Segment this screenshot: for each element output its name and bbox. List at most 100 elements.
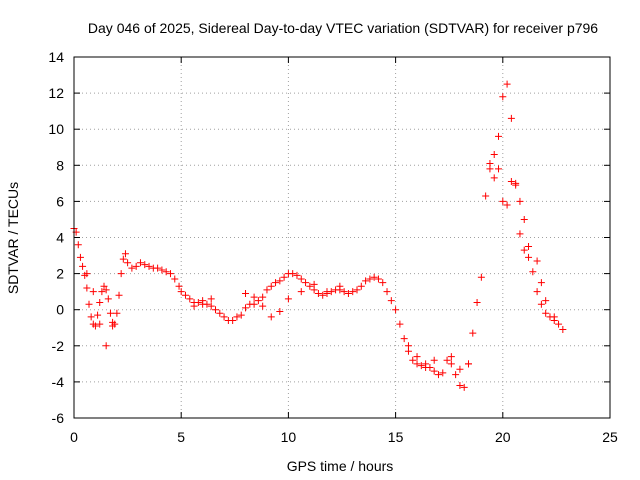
data-point	[417, 362, 425, 370]
plot-frame	[73, 56, 611, 419]
data-point	[306, 282, 314, 290]
x-tick-label: 10	[281, 429, 297, 445]
data-point	[464, 360, 472, 368]
data-point	[145, 262, 153, 270]
x-tick-label: 0	[70, 429, 78, 445]
data-point	[490, 150, 498, 158]
y-tick-label: 10	[48, 121, 64, 137]
data-point	[404, 342, 412, 350]
data-point	[113, 309, 121, 317]
data-point	[190, 302, 198, 310]
data-point	[409, 356, 417, 364]
data-point	[263, 286, 271, 294]
data-point	[516, 197, 524, 205]
data-point	[109, 322, 117, 330]
data-point	[203, 300, 211, 308]
data-point	[314, 289, 322, 297]
data-point	[242, 304, 250, 312]
data-point	[533, 288, 541, 296]
data-point	[276, 308, 284, 316]
data-point	[302, 279, 310, 287]
data-point	[512, 181, 520, 189]
data-point	[447, 360, 455, 368]
data-point	[413, 353, 421, 361]
data-point	[353, 286, 361, 294]
data-point	[370, 273, 378, 281]
data-point	[79, 262, 87, 270]
data-point	[276, 277, 284, 285]
data-point	[102, 342, 110, 350]
data-point	[76, 253, 84, 261]
data-point	[89, 288, 97, 296]
data-point	[516, 230, 524, 238]
data-point	[267, 282, 275, 290]
data-point	[507, 178, 515, 186]
data-point	[128, 264, 136, 272]
data-point	[237, 311, 245, 319]
data-point	[529, 268, 537, 276]
data-point	[94, 311, 102, 319]
data-point	[158, 266, 166, 274]
data-point	[469, 329, 477, 337]
data-point	[434, 371, 442, 379]
data-point	[396, 320, 404, 328]
data-point	[177, 288, 185, 296]
data-point	[297, 275, 305, 283]
data-point	[387, 297, 395, 305]
data-point	[83, 270, 91, 278]
data-point	[98, 288, 106, 296]
data-point	[392, 306, 400, 314]
data-point	[340, 288, 348, 296]
data-point	[297, 288, 305, 296]
data-point	[366, 275, 374, 283]
y-tick-label: 8	[56, 157, 64, 173]
data-point	[280, 273, 288, 281]
data-point	[374, 275, 382, 283]
data-point	[136, 259, 144, 267]
y-axis-label: SDTVAR / TECUs	[5, 182, 21, 294]
data-point	[121, 250, 129, 258]
series-0	[70, 80, 567, 391]
data-point	[124, 259, 132, 267]
data-point	[430, 356, 438, 364]
data-point	[542, 309, 550, 317]
data-point	[520, 246, 528, 254]
data-point	[229, 317, 237, 325]
data-point	[250, 300, 258, 308]
data-point	[91, 322, 99, 330]
data-point	[379, 279, 387, 287]
data-point	[96, 320, 104, 328]
data-point	[171, 275, 179, 283]
data-point	[96, 298, 104, 306]
data-point	[344, 289, 352, 297]
data-point	[349, 288, 357, 296]
data-point	[117, 270, 125, 278]
data-point	[115, 291, 123, 299]
data-point	[74, 241, 82, 249]
data-point	[186, 295, 194, 303]
data-point	[154, 264, 162, 272]
y-tick-label: 2	[56, 266, 64, 282]
data-point	[537, 279, 545, 287]
data-point	[267, 313, 275, 321]
data-point	[495, 165, 503, 173]
data-point	[460, 383, 468, 391]
data-point	[166, 270, 174, 278]
y-tick-label: 12	[48, 85, 64, 101]
data-point	[452, 371, 460, 379]
data-point	[362, 277, 370, 285]
data-point	[162, 268, 170, 276]
data-point	[119, 255, 127, 263]
data-point	[426, 363, 434, 371]
data-point	[194, 298, 202, 306]
chart-title: Day 046 of 2025, Sidereal Day-to-day VTE…	[88, 20, 598, 36]
data-point	[499, 93, 507, 101]
data-point	[310, 280, 318, 288]
data-point	[537, 300, 545, 308]
data-point	[550, 313, 558, 321]
data-point	[507, 114, 515, 122]
data-point	[272, 279, 280, 287]
grid-lines	[74, 57, 610, 418]
